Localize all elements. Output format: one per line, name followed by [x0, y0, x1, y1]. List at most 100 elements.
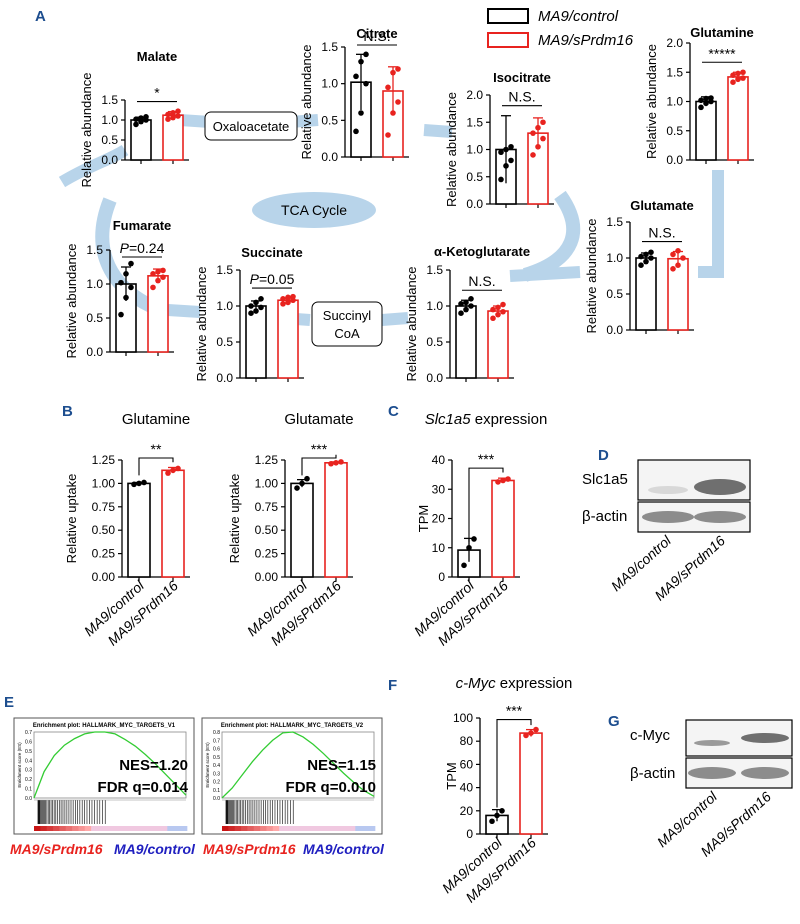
gsea-1-nes: NES=1.20: [119, 757, 188, 774]
y-tick-label: 20: [460, 804, 474, 818]
es-tick-label: 0.1: [213, 788, 220, 794]
es-tick-label: 0.0: [213, 796, 220, 802]
significance-label: ***: [506, 703, 523, 719]
y-tick-label: 0.5: [666, 124, 683, 138]
rank-segment: [116, 826, 124, 831]
y-tick-label: 0.5: [466, 170, 483, 184]
rank-segment: [298, 826, 306, 831]
y-tick-label: 1.0: [426, 299, 443, 313]
gene-hit-barcode: [37, 800, 106, 824]
data-point: [170, 110, 176, 116]
rank-segment: [361, 826, 369, 831]
y-tick-label: 0.75: [92, 500, 116, 514]
chart-title: Isocitrate: [493, 70, 551, 85]
data-point: [495, 304, 501, 311]
significance-label: N.S.: [508, 89, 535, 105]
legend-sprdm16-label: MA9/sPrdm16: [538, 32, 634, 49]
data-point: [675, 262, 681, 269]
data-point: [540, 135, 546, 142]
data-point: [500, 477, 506, 484]
ranked-list-bar: [34, 826, 188, 831]
gsea-2-fdr: FDR q=0.010: [286, 779, 376, 796]
y-tick-label: 0.0: [466, 197, 483, 211]
gsea-2-title: Enrichment plot: HALLMARK_MYC_TARGETS_V2: [221, 723, 364, 729]
y-axis-label: Relative uptake: [227, 474, 242, 564]
es-tick-label: 0.6: [213, 747, 220, 753]
rank-segment: [78, 826, 86, 831]
western-blot-d: Slc1a5 β-actin MA9/control MA9/sPrdm16: [582, 459, 751, 604]
western-blot-g: c-Myc β-actin MA9/control MA9/sPrdm16: [630, 719, 793, 860]
data-point: [508, 157, 514, 164]
data-point: [128, 284, 134, 291]
ranked-list-bar: [222, 826, 376, 831]
bar-sprdm16: [162, 114, 184, 161]
y-tick-label: 0.5: [321, 113, 338, 127]
tca-cycle-ellipse: [252, 192, 376, 228]
data-point: [150, 271, 156, 277]
rank-segment: [173, 826, 181, 831]
legend-control-swatch: [487, 8, 529, 24]
es-tick-label: 0.4: [213, 763, 220, 769]
panel-letter-b: B: [62, 403, 73, 420]
y-axis-label: Relative abundance: [299, 45, 314, 160]
data-point: [395, 66, 401, 72]
y-tick-label: 1.25: [255, 453, 279, 467]
y-axis-label: Relative abundance: [79, 73, 94, 188]
data-point: [471, 536, 477, 542]
data-point: [530, 152, 536, 158]
data-point: [248, 303, 254, 309]
y-tick-label: 0.0: [426, 371, 443, 385]
y-tick-label: 0.0: [86, 345, 103, 359]
panel-letter-c: C: [388, 403, 399, 420]
y-axis-label: Relative abundance: [194, 267, 209, 382]
data-point: [175, 108, 181, 114]
es-tick-label: 0.0: [25, 796, 32, 802]
chart-succinate: 0.0 0.5 1.0 1.5 Relative abundance Succinate P…: [194, 245, 304, 385]
rank-segment: [285, 826, 293, 831]
data-point: [253, 299, 259, 306]
significance-label: *****: [708, 45, 736, 61]
rank-segment: [304, 826, 312, 831]
data-point: [643, 251, 649, 258]
es-tick-label: 0.7: [25, 730, 32, 736]
significance-label: *: [154, 85, 160, 101]
y-tick-label: 1.0: [321, 77, 338, 91]
data-point: [155, 268, 161, 275]
bar-control: [695, 100, 717, 161]
es-tick-label: 0.3: [213, 771, 220, 777]
data-point: [500, 301, 506, 308]
significance-label: ***: [478, 451, 495, 467]
y-tick-label: 0.0: [606, 323, 623, 337]
blot-d-band-control: [648, 486, 688, 494]
data-point: [503, 163, 509, 169]
rank-segment: [260, 826, 268, 831]
data-point: [648, 255, 654, 261]
y-tick-label: 0.0: [666, 153, 683, 167]
y-axis-label: Relative uptake: [64, 474, 79, 564]
rank-segment: [141, 826, 150, 831]
gsea-2-label-control: MA9/control: [303, 841, 385, 857]
data-point: [143, 114, 149, 120]
chart-title: Citrate: [356, 26, 397, 41]
legend: MA9/control MA9/sPrdm16: [487, 8, 634, 49]
y-tick-label: 0.50: [255, 523, 279, 537]
data-point: [128, 260, 134, 267]
data-point: [150, 284, 156, 291]
y-tick-label: 2.0: [666, 36, 683, 50]
significance-bracket: [138, 457, 174, 476]
y-axis-label: Relative abundance: [404, 267, 419, 382]
y-axis-label: TPM: [444, 762, 459, 789]
data-point: [495, 479, 501, 485]
es-tick-label: 0.4: [25, 758, 32, 764]
data-point: [170, 467, 176, 474]
chart-fumarate: 0.0 0.5 1.0 1.5 Relative abundance Fumarate P=…: [64, 218, 174, 359]
rank-segment: [97, 826, 105, 831]
data-point: [363, 80, 369, 87]
gsea-1-label-sprdm16: MA9/sPrdm16: [10, 841, 103, 857]
y-tick-label: 20: [432, 512, 446, 526]
bar-control: [127, 482, 151, 578]
data-point: [141, 479, 147, 486]
chart-title: Fumarate: [113, 218, 172, 233]
cycle-link-citrate-iso: [423, 124, 453, 138]
